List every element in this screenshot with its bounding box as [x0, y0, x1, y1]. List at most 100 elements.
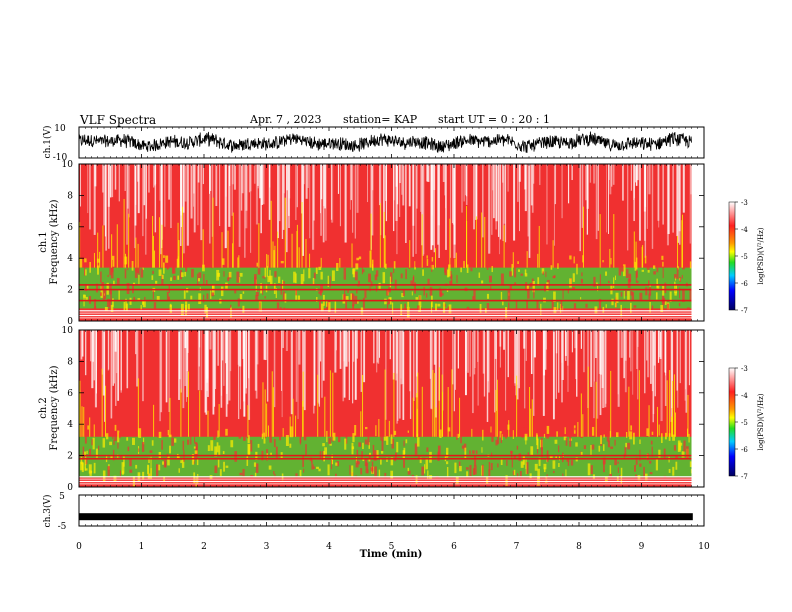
- spectrogram-speckle: [560, 301, 563, 309]
- spectrogram-spike: [475, 216, 477, 268]
- spectrogram-streak: [636, 330, 638, 369]
- spectrogram-streak: [262, 164, 265, 205]
- spectrogram-streak: [337, 164, 340, 194]
- spectrogram-speckle: [166, 291, 169, 300]
- spectrogram-streak: [134, 164, 136, 249]
- figure-title: VLF Spectra: [80, 113, 157, 127]
- spectrogram-speckle: [596, 282, 598, 285]
- spectrogram-speckle: [523, 424, 527, 428]
- spectrogram-streak: [193, 164, 195, 207]
- spectrogram-streak: [296, 164, 298, 208]
- spectrogram-streak: [682, 164, 685, 213]
- spectrogram-streak: [467, 330, 469, 373]
- spectrogram-speckle: [181, 272, 184, 278]
- spectrogram-speckle: [688, 433, 690, 443]
- spectrogram-speckle: [625, 289, 627, 297]
- spectrogram-speckle: [242, 291, 245, 294]
- spectrogram-speckle: [313, 272, 316, 279]
- spectrogram-speckle: [400, 273, 403, 279]
- spectrogram-speckle: [450, 274, 453, 285]
- spectrogram-speckle: [464, 447, 467, 459]
- spectrogram-streak: [81, 330, 84, 357]
- spectrogram-spike: [384, 369, 386, 437]
- spectrogram-speckle: [83, 294, 86, 298]
- spectrogram-streak: [380, 164, 382, 236]
- spectrogram-speckle: [364, 426, 368, 430]
- spectrogram-speckle: [598, 445, 601, 452]
- spectrogram-streak: [477, 330, 479, 406]
- spectrogram-speckle: [274, 271, 277, 278]
- spectrogram-streak: [524, 330, 526, 409]
- spectrogram-spike: [675, 412, 677, 437]
- spectrogram-streak: [343, 330, 346, 398]
- spectrogram-speckle: [674, 274, 677, 279]
- spectrogram-spike: [83, 406, 85, 437]
- spectrogram-streak: [533, 330, 535, 416]
- spectrogram-spike: [421, 386, 423, 437]
- spectrogram-speckle: [270, 452, 272, 456]
- spectrogram-speckle: [85, 456, 87, 466]
- spectrogram-speckle: [469, 465, 472, 477]
- spectrogram-speckle: [558, 445, 560, 453]
- spectrogram-streak: [398, 164, 401, 217]
- spectrogram-speckle: [310, 259, 312, 265]
- spectrogram-spike: [152, 215, 154, 268]
- spectrogram-streak: [431, 164, 433, 216]
- spectrogram-speckle: [237, 298, 240, 307]
- spectrogram-speckle: [635, 272, 637, 283]
- spectrogram-speckle: [198, 272, 202, 278]
- spectrogram-speckle: [445, 263, 449, 267]
- spectrogram-streak: [516, 330, 518, 385]
- spectrogram-speckle: [102, 470, 106, 482]
- spectrogram-spike: [681, 220, 683, 268]
- spectrogram-speckle: [603, 444, 605, 451]
- spectrogram-speckle: [513, 469, 516, 476]
- spectrogram-streak: [142, 164, 144, 237]
- spectrogram-speckle: [456, 430, 458, 440]
- spectrogram-speckle: [266, 449, 269, 454]
- spectrogram-streak: [109, 164, 112, 198]
- spectrogram-speckle: [446, 467, 449, 478]
- spectrogram-speckle: [637, 475, 641, 481]
- spectrogram-spike: [677, 235, 679, 268]
- spectrogram-speckle: [402, 450, 405, 459]
- spectrogram-speckle: [623, 453, 625, 460]
- spectrogram-speckle: [84, 269, 87, 276]
- spectrogram-streak: [360, 330, 363, 392]
- spectrogram-spike: [599, 214, 601, 268]
- spectrogram-streak: [575, 330, 577, 380]
- spectrogram-speckle: [364, 458, 368, 466]
- spectrogram-speckle: [158, 431, 162, 439]
- spectrogram-spike: [339, 257, 341, 268]
- spectrogram-streak: [630, 164, 632, 191]
- spectrogram-speckle: [155, 464, 159, 477]
- spectrogram-speckle: [386, 457, 388, 462]
- spectrogram-spike: [609, 248, 611, 268]
- spectrogram-streak: [198, 330, 200, 367]
- spectrogram-speckle: [683, 440, 686, 452]
- spectrogram-speckle: [537, 468, 540, 480]
- spectrogram-speckle: [603, 434, 605, 438]
- spectrogram-streak: [505, 330, 507, 411]
- spectrogram-streak: [126, 164, 128, 245]
- spectrogram-streak: [286, 164, 288, 191]
- spectrogram-line: [79, 454, 692, 457]
- x-tick-label: 4: [326, 542, 332, 552]
- spectrogram-speckle: [572, 287, 576, 290]
- spectrogram-streak: [298, 330, 300, 351]
- spectrogram-streak: [398, 330, 401, 419]
- spectrogram-speckle: [499, 431, 502, 438]
- spectrogram-speckle: [681, 429, 684, 437]
- spectrogram-speckle: [514, 282, 517, 285]
- spectrogram-speckle: [110, 304, 114, 312]
- spectrogram-speckle: [110, 266, 114, 279]
- spectrogram-speckle: [515, 301, 518, 313]
- spectrogram-speckle: [368, 442, 370, 449]
- spectrogram-spike: [169, 397, 171, 437]
- spectrogram-streak: [553, 164, 555, 246]
- spectrogram-speckle: [206, 293, 209, 299]
- spectrogram-speckle: [602, 306, 605, 313]
- spectrogram-streak: [168, 164, 170, 200]
- spectrogram-speckle: [303, 269, 305, 282]
- spectrogram-speckle: [567, 288, 569, 294]
